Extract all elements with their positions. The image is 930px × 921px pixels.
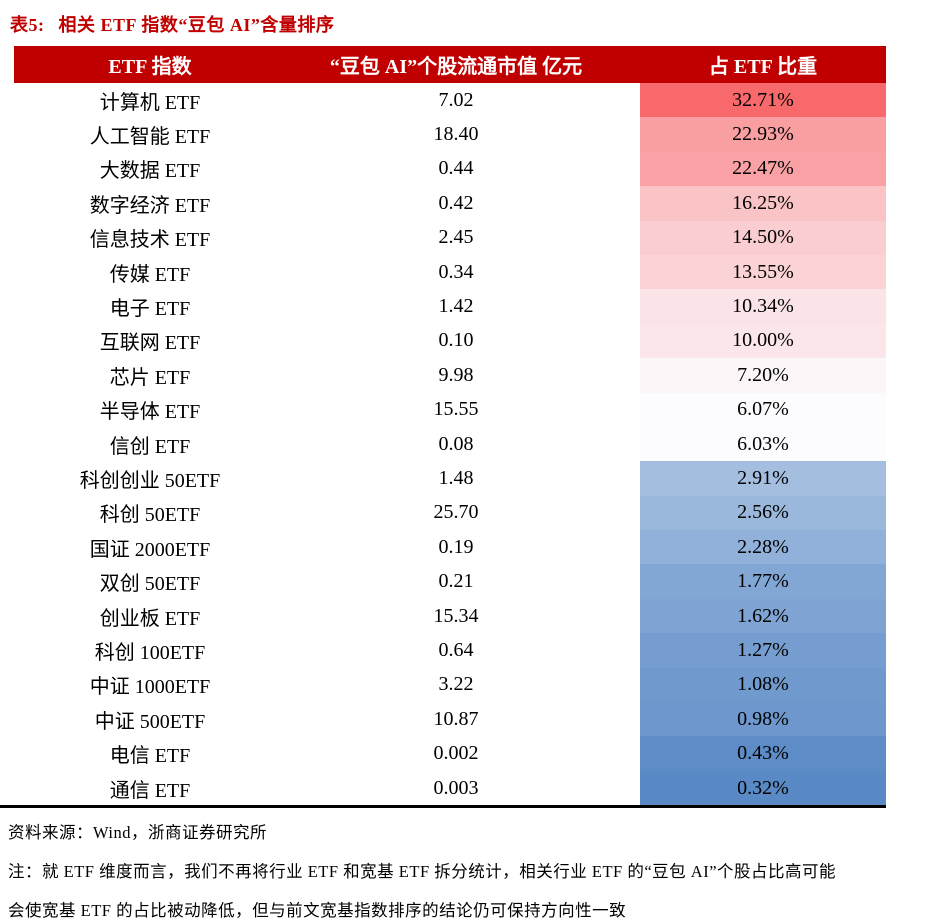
etf-weight-cell: 2.28%	[640, 530, 886, 565]
etf-weight-cell: 6.07%	[640, 392, 886, 427]
table-row: 大数据 ETF 0.44 22.47%	[14, 151, 886, 187]
etf-weight-cell: 1.08%	[640, 667, 886, 703]
market-cap-cell: 0.21	[438, 570, 474, 593]
etf-name-cell: 人工智能 ETF	[89, 126, 211, 149]
etf-name-cell: 双创 50ETF	[99, 573, 201, 596]
etf-name-cell: 数字经济 ETF	[89, 194, 211, 217]
etf-weight-cell: 22.47%	[640, 151, 886, 187]
table-row: 科创 50ETF 25.70 2.56%	[14, 495, 886, 531]
etf-name-cell: 中证 500ETF	[94, 710, 206, 733]
etf-name-cell: 国证 2000ETF	[89, 538, 211, 561]
etf-weight-cell: 22.93%	[640, 117, 886, 152]
etf-weight-cell: 13.55%	[640, 254, 886, 290]
etf-name-cell: 科创 50ETF	[99, 504, 201, 527]
table-row: 信创 ETF 0.08 6.03%	[14, 426, 886, 462]
etf-name-cell: 电子 ETF	[109, 298, 191, 321]
figure-number-label: 表5:	[10, 15, 45, 35]
market-cap-cell: 0.44	[438, 157, 474, 180]
market-cap-cell: 1.48	[438, 466, 474, 489]
etf-weight-cell: 1.77%	[640, 564, 886, 599]
etf-name-cell: 信创 ETF	[109, 435, 191, 458]
table-row: 科创 100ETF 0.64 1.27%	[14, 633, 886, 668]
note-line-2: 会使宽基 ETF 的占比被动降低，但与前文宽基指数排序的结论仍可保持方向性一致	[8, 901, 627, 921]
market-cap-cell: 0.42	[438, 191, 474, 214]
market-cap-cell: 0.08	[438, 432, 474, 455]
source-note: 资料来源：Wind，浙商证券研究所	[8, 823, 267, 843]
market-cap-cell: 1.42	[438, 295, 474, 318]
etf-weight-cell: 10.34%	[640, 289, 886, 324]
etf-weight-cell: 2.91%	[640, 461, 886, 496]
table-row: 电信 ETF 0.002 0.43%	[14, 736, 886, 771]
market-cap-cell: 15.55	[433, 398, 479, 421]
market-cap-cell: 15.34	[433, 604, 479, 627]
table-row: 半导体 ETF 15.55 6.07%	[14, 392, 886, 427]
etf-name-cell: 大数据 ETF	[99, 160, 201, 183]
table-row: 信息技术 ETF 2.45 14.50%	[14, 220, 886, 255]
table-row: 人工智能 ETF 18.40 22.93%	[14, 117, 886, 152]
table-row: 计算机 ETF 7.02 32.71%	[14, 83, 886, 118]
etf-weight-cell: 0.32%	[640, 770, 886, 806]
table-row: 互联网 ETF 0.10 10.00%	[14, 323, 886, 359]
etf-weight-cell: 2.56%	[640, 495, 886, 531]
etf-name-cell: 科创创业 50ETF	[79, 469, 221, 492]
etf-name-cell: 计算机 ETF	[99, 91, 201, 114]
etf-weight-cell: 1.62%	[640, 598, 886, 634]
etf-weight-cell: 7.20%	[640, 358, 886, 393]
market-cap-cell: 10.87	[433, 707, 479, 730]
market-cap-cell: 0.002	[433, 742, 479, 765]
market-cap-cell: 0.34	[438, 260, 474, 283]
etf-name-cell: 通信 ETF	[109, 779, 191, 802]
table-row: 双创 50ETF 0.21 1.77%	[14, 564, 886, 599]
table-row: 数字经济 ETF 0.42 16.25%	[14, 186, 886, 221]
table-row: 传媒 ETF 0.34 13.55%	[14, 254, 886, 290]
market-cap-cell: 3.22	[438, 673, 474, 696]
etf-name-cell: 中证 1000ETF	[89, 676, 211, 699]
figure-title: 表5: 相关 ETF 指数“豆包 AI”含量排序	[0, 0, 930, 37]
etf-weight-cell: 1.27%	[640, 633, 886, 668]
market-cap-cell: 9.98	[438, 363, 474, 386]
etf-name-cell: 传媒 ETF	[109, 263, 191, 286]
etf-name-cell: 互联网 ETF	[99, 332, 201, 355]
market-cap-cell: 25.70	[433, 501, 479, 524]
etf-weight-cell: 0.43%	[640, 736, 886, 771]
column-header-etf-weight: 占 ETF 比重	[708, 56, 818, 78]
etf-name-cell: 科创 100ETF	[94, 641, 206, 664]
etf-weight-cell: 0.98%	[640, 702, 886, 737]
table-row: 国证 2000ETF 0.19 2.28%	[14, 530, 886, 565]
etf-name-cell: 创业板 ETF	[99, 607, 201, 630]
market-cap-cell: 0.64	[438, 638, 474, 661]
etf-table: ETF 指数 “豆包 AI”个股流通市值 亿元 占 ETF 比重 计算机 ETF…	[0, 46, 886, 809]
table-body: 计算机 ETF 7.02 32.71% 人工智能 ETF 18.40 22.93…	[14, 83, 886, 806]
column-header-doubao-market-cap: “豆包 AI”个股流通市值 亿元	[329, 56, 583, 78]
etf-weight-cell: 6.03%	[640, 426, 886, 462]
column-header-etf-index: ETF 指数	[108, 56, 192, 78]
table-row: 中证 1000ETF 3.22 1.08%	[14, 667, 886, 703]
etf-weight-cell: 10.00%	[640, 323, 886, 359]
etf-weight-cell: 16.25%	[640, 186, 886, 221]
figure-title-text: 相关 ETF 指数“豆包 AI”含量排序	[58, 15, 335, 35]
table-row: 电子 ETF 1.42 10.34%	[14, 289, 886, 324]
table-row: 中证 500ETF 10.87 0.98%	[14, 702, 886, 737]
market-cap-cell: 7.02	[438, 88, 474, 111]
market-cap-cell: 0.19	[438, 535, 474, 558]
etf-weight-cell: 14.50%	[640, 220, 886, 255]
table-row: 芯片 ETF 9.98 7.20%	[14, 358, 886, 393]
table-row: 通信 ETF 0.003 0.32%	[14, 770, 886, 806]
market-cap-cell: 0.003	[433, 776, 479, 799]
note-line-1: 注：就 ETF 维度而言，我们不再将行业 ETF 和宽基 ETF 拆分统计，相关…	[8, 862, 837, 882]
etf-name-cell: 芯片 ETF	[109, 366, 191, 389]
etf-name-cell: 信息技术 ETF	[89, 229, 211, 252]
market-cap-cell: 2.45	[438, 226, 474, 249]
table-row: 创业板 ETF 15.34 1.62%	[14, 598, 886, 634]
market-cap-cell: 18.40	[433, 123, 479, 146]
etf-name-cell: 电信 ETF	[109, 745, 191, 768]
market-cap-cell: 0.10	[438, 329, 474, 352]
table-row: 科创创业 50ETF 1.48 2.91%	[14, 461, 886, 496]
etf-weight-cell: 32.71%	[640, 83, 886, 118]
etf-name-cell: 半导体 ETF	[99, 401, 201, 424]
table-header-row: ETF 指数 “豆包 AI”个股流通市值 亿元 占 ETF 比重	[14, 46, 886, 83]
